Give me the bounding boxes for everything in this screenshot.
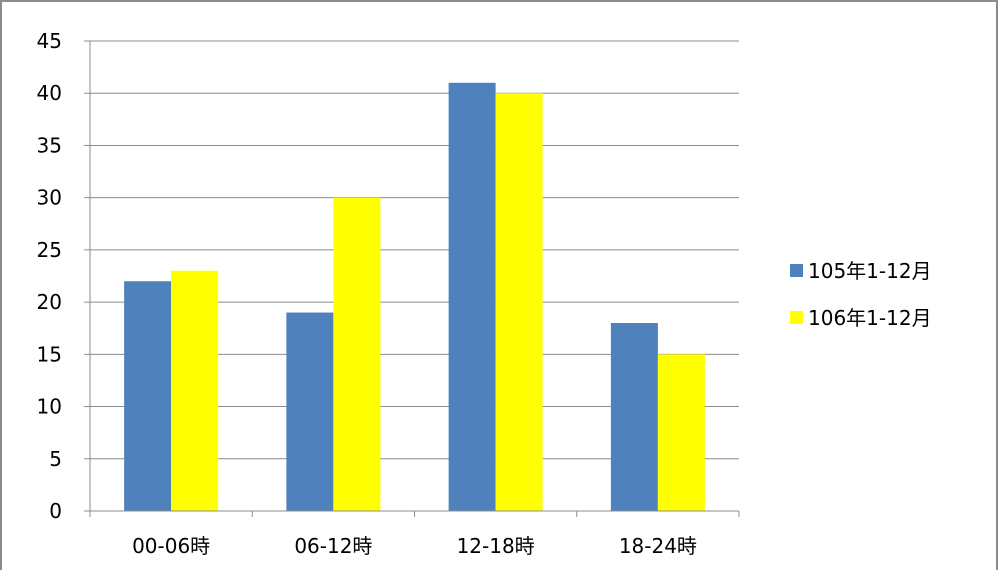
bar-2-3: [495, 93, 543, 511]
legend-swatch: [790, 264, 803, 277]
bar-1-4: [610, 323, 658, 511]
y-tick-labels: 0 5 10 15 20 25 30 35 40 45: [37, 29, 62, 523]
y-tick-label: 0: [49, 499, 62, 523]
axes: [84, 40, 740, 517]
bar-1-1: [124, 281, 172, 511]
y-tick-label: 10: [37, 395, 62, 419]
legend-label: 106年1-12月: [808, 306, 932, 330]
legend-label: 105年1-12月: [808, 259, 932, 283]
y-tick-label: 25: [37, 238, 62, 262]
x-tick-label: 06-12時: [294, 534, 372, 558]
bar-2-1: [171, 270, 219, 511]
x-tick-labels: 00-06時 06-12時 12-18時 18-24時: [132, 534, 697, 558]
legend: 105年1-12月 106年1-12月: [790, 259, 932, 330]
bar-2-2: [333, 197, 381, 511]
legend-swatch: [790, 311, 803, 324]
x-tick-label: 12-18時: [457, 534, 535, 558]
y-tick-label: 45: [37, 29, 62, 53]
y-tick-label: 5: [49, 447, 62, 471]
y-tick-label: 40: [37, 81, 62, 105]
y-tick-label: 30: [37, 186, 62, 210]
x-tick-label: 00-06時: [132, 534, 210, 558]
x-tick-label: 18-24時: [619, 534, 697, 558]
y-tick-label: 15: [37, 342, 62, 366]
bar-2-4: [657, 354, 705, 511]
bars: [124, 82, 705, 512]
bar-1-3: [448, 82, 496, 512]
y-tick-label: 20: [37, 290, 62, 314]
y-tick-label: 35: [37, 133, 62, 157]
bar-1-2: [286, 312, 334, 511]
